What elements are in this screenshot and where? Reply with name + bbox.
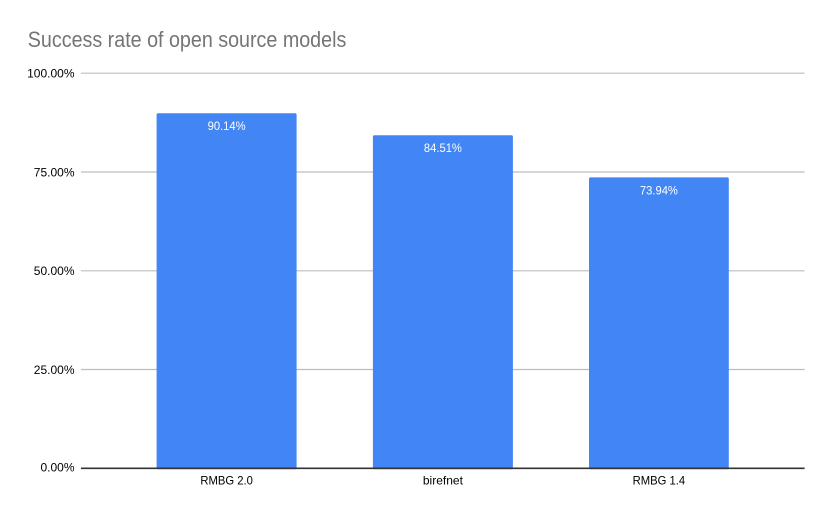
svg-text:100.00%: 100.00% (27, 67, 75, 81)
svg-text:Success rate of open source mo: Success rate of open source models (28, 27, 347, 52)
svg-text:RMBG 1.4: RMBG 1.4 (633, 473, 686, 487)
svg-text:90.14%: 90.14% (208, 119, 246, 133)
svg-text:0.00%: 0.00% (40, 461, 74, 475)
svg-text:84.51%: 84.51% (424, 141, 462, 155)
svg-text:25.00%: 25.00% (34, 363, 75, 377)
svg-text:73.94%: 73.94% (640, 183, 678, 197)
svg-text:75.00%: 75.00% (34, 165, 75, 179)
svg-text:birefnet: birefnet (423, 473, 464, 487)
svg-text:50.00%: 50.00% (34, 264, 75, 278)
svg-text:RMBG 2.0: RMBG 2.0 (200, 473, 253, 487)
